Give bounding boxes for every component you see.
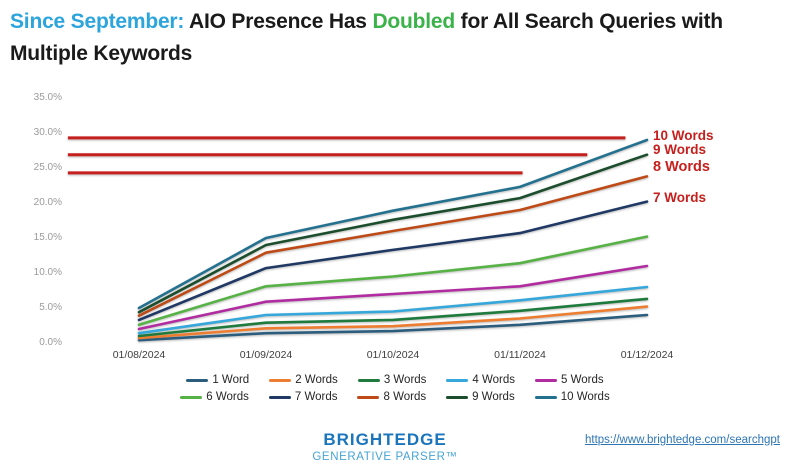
legend-swatch (446, 378, 469, 382)
title-segment: Doubled (372, 10, 456, 33)
legend-label: 10 Words (560, 391, 610, 403)
footer: BRIGHTEDGE GENERATIVE PARSER™ https://ww… (0, 428, 800, 476)
legend-item-3-words: 3 Words (357, 374, 427, 386)
series-end-label: 8 Words (653, 159, 710, 175)
legend-item-1-word: 1 Word (186, 374, 249, 386)
legend-item-10-words: 10 Words (534, 391, 610, 403)
legend-swatch (186, 378, 209, 382)
series-line-8-words (137, 175, 649, 318)
y-axis-tick: 30.0% (33, 127, 62, 138)
series-line-2-words (137, 305, 649, 340)
legend-label: 7 Words (294, 391, 338, 403)
series-line-7-words (137, 200, 649, 322)
x-axis-label: 01/10/2024 (366, 349, 420, 361)
series-line-3-words (137, 297, 649, 338)
brand-logo: BRIGHTEDGE GENERATIVE PARSER™ (290, 430, 480, 463)
series-line-10-words (137, 138, 649, 310)
series-line-1-word (137, 313, 649, 342)
brand-subtitle: GENERATIVE PARSER™ (312, 451, 458, 463)
legend-item-5-words: 5 Words (535, 374, 604, 386)
legend-item-9-words: 9 Words (446, 391, 515, 403)
legend-item-8-words: 8 Words (357, 391, 426, 403)
legend-swatch (535, 378, 558, 382)
chart-legend: 1 Word 2 Words 3 Words 4 Words 5 Words 6 Word… (0, 374, 790, 403)
y-axis-tick: 10.0% (33, 267, 62, 278)
legend-label: 1 Word (212, 374, 250, 386)
legend-item-4-words: 4 Words (446, 374, 515, 386)
series-end-label: 9 Words (653, 142, 707, 157)
legend-row: 1 Word 2 Words 3 Words 4 Words 5 Words (186, 374, 604, 386)
x-axis-label: 01/08/2024 (112, 349, 166, 361)
series-line-9-words (137, 153, 649, 314)
y-axis-tick: 20.0% (33, 197, 62, 208)
legend-swatch (269, 378, 292, 382)
legend-label: 4 Words (472, 374, 516, 386)
title-segment: for All Search Queries with (455, 10, 723, 33)
legend-swatch (180, 395, 203, 399)
legend-label: 6 Words (206, 391, 249, 403)
legend-item-6-words: 6 Words (180, 391, 249, 403)
legend-label: 5 Words (561, 374, 604, 386)
y-axis-tick: 5.0% (39, 302, 62, 313)
legend-swatch (534, 395, 557, 399)
y-axis-tick: 15.0% (33, 232, 62, 243)
series-line-6-words (137, 235, 649, 327)
legend-label: 8 Words (383, 391, 427, 403)
legend-swatch (268, 395, 291, 399)
title-segment: AIO Presence Has (184, 10, 373, 33)
legend-swatch (357, 378, 380, 382)
series-line-4-words (137, 285, 649, 335)
x-axis-label: 01/12/2024 (620, 349, 674, 361)
legend-swatch (357, 395, 380, 399)
page-title: Since September: AIO Presence Has Double… (10, 6, 798, 69)
source-link[interactable]: https://www.brightedge.com/searchgpt (585, 434, 780, 446)
legend-label: 3 Words (383, 374, 427, 386)
x-axis-label: 01/09/2024 (239, 349, 293, 361)
legend-swatch (446, 395, 469, 399)
legend-label: 2 Words (295, 374, 338, 386)
y-axis-tick: 35.0% (33, 92, 62, 103)
series-end-label: 10 Words (653, 128, 714, 143)
title-segment: Multiple Keywords (10, 41, 193, 65)
y-axis-tick: 25.0% (33, 162, 62, 173)
y-axis-tick: 0.0% (39, 337, 62, 348)
series-end-label: 7 Words (653, 190, 707, 205)
title-segment: Since September: (10, 10, 185, 33)
legend-item-2-words: 2 Words (269, 374, 338, 386)
legend-row: 6 Words 7 Words 8 Words 9 Words 10 Words (180, 391, 610, 403)
series-line-5-words (137, 264, 649, 331)
brand-name: BRIGHTEDGE (323, 430, 447, 449)
legend-label: 9 Words (472, 391, 515, 403)
x-axis-label: 01/11/2024 (494, 349, 546, 361)
legend-item-7-words: 7 Words (268, 391, 338, 403)
